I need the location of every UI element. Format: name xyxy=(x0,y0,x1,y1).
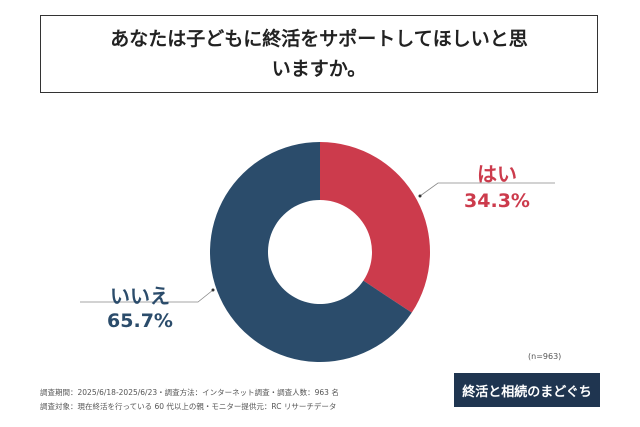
slice-yes xyxy=(320,142,430,313)
survey-period-note: 調査期間：2025/6/18-2025/6/23・調査方法：インターネット調査・… xyxy=(40,388,339,397)
title-box: あなたは子どもに終活をサポートしてほしいと思いますか。 xyxy=(40,15,598,93)
leader-line-no xyxy=(80,289,214,303)
leader-dot xyxy=(211,288,215,292)
brand-logo: 終活と相続のまどぐち xyxy=(454,373,600,407)
sample-size: (n=963) xyxy=(528,352,562,361)
leader-line-yes xyxy=(419,182,555,197)
value-no: 65.7% xyxy=(107,310,173,332)
label-no: いいえ xyxy=(110,284,170,308)
chart-title: あなたは子どもに終活をサポートしてほしいと思いますか。 xyxy=(110,28,528,80)
survey-target-note: 調査対象：現在終活を行っている 60 代以上の親・モニター提供元：RC リサーチ… xyxy=(40,402,337,411)
leader-dot xyxy=(418,194,422,198)
value-yes: 34.3% xyxy=(464,190,530,212)
label-yes: はい xyxy=(477,162,517,186)
slice-no xyxy=(210,142,412,362)
